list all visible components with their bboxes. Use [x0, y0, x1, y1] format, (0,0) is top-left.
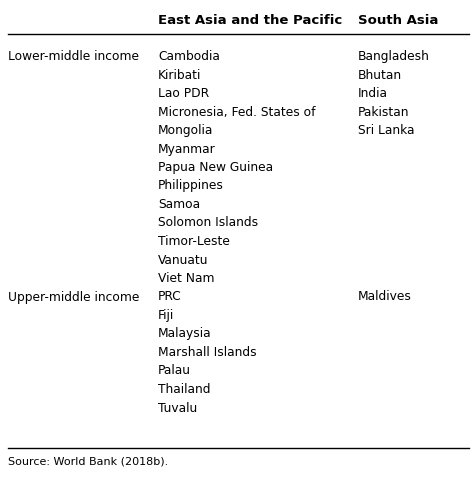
Text: Papua New Guinea: Papua New Guinea	[158, 161, 273, 174]
Text: PRC: PRC	[158, 291, 182, 304]
Text: Tuvalu: Tuvalu	[158, 402, 197, 414]
Text: Vanuatu: Vanuatu	[158, 253, 209, 267]
Text: East Asia and the Pacific: East Asia and the Pacific	[158, 14, 342, 27]
Text: Thailand: Thailand	[158, 383, 210, 396]
Text: Philippines: Philippines	[158, 180, 224, 193]
Text: South Asia: South Asia	[358, 14, 438, 27]
Text: Fiji: Fiji	[158, 309, 174, 322]
Text: Samoa: Samoa	[158, 198, 200, 211]
Text: Cambodia: Cambodia	[158, 50, 220, 63]
Text: Upper-middle income: Upper-middle income	[8, 291, 139, 304]
Text: Pakistan: Pakistan	[358, 106, 410, 119]
Text: Timor-Leste: Timor-Leste	[158, 235, 230, 248]
Text: Lao PDR: Lao PDR	[158, 87, 209, 100]
Text: Maldives: Maldives	[358, 291, 412, 304]
Text: Micronesia, Fed. States of: Micronesia, Fed. States of	[158, 106, 316, 119]
Text: Bangladesh: Bangladesh	[358, 50, 430, 63]
Text: Myanmar: Myanmar	[158, 142, 216, 155]
Text: Mongolia: Mongolia	[158, 124, 213, 137]
Text: Bhutan: Bhutan	[358, 68, 402, 82]
Text: Sri Lanka: Sri Lanka	[358, 124, 414, 137]
Text: Marshall Islands: Marshall Islands	[158, 346, 256, 359]
Text: India: India	[358, 87, 388, 100]
Text: Kiribati: Kiribati	[158, 68, 201, 82]
Text: Solomon Islands: Solomon Islands	[158, 217, 258, 229]
Text: Source: World Bank (2018b).: Source: World Bank (2018b).	[8, 456, 168, 466]
Text: Lower-middle income: Lower-middle income	[8, 50, 139, 63]
Text: Palau: Palau	[158, 365, 191, 378]
Text: Malaysia: Malaysia	[158, 327, 211, 340]
Text: Viet Nam: Viet Nam	[158, 272, 215, 285]
